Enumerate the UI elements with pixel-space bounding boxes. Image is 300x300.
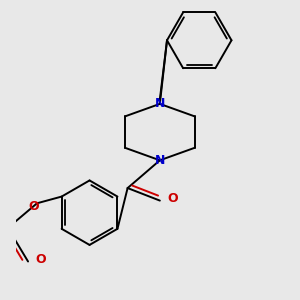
Text: N: N xyxy=(155,154,165,167)
Text: O: O xyxy=(167,192,178,205)
Text: O: O xyxy=(28,200,39,213)
Text: N: N xyxy=(155,98,165,110)
Text: O: O xyxy=(35,253,46,266)
